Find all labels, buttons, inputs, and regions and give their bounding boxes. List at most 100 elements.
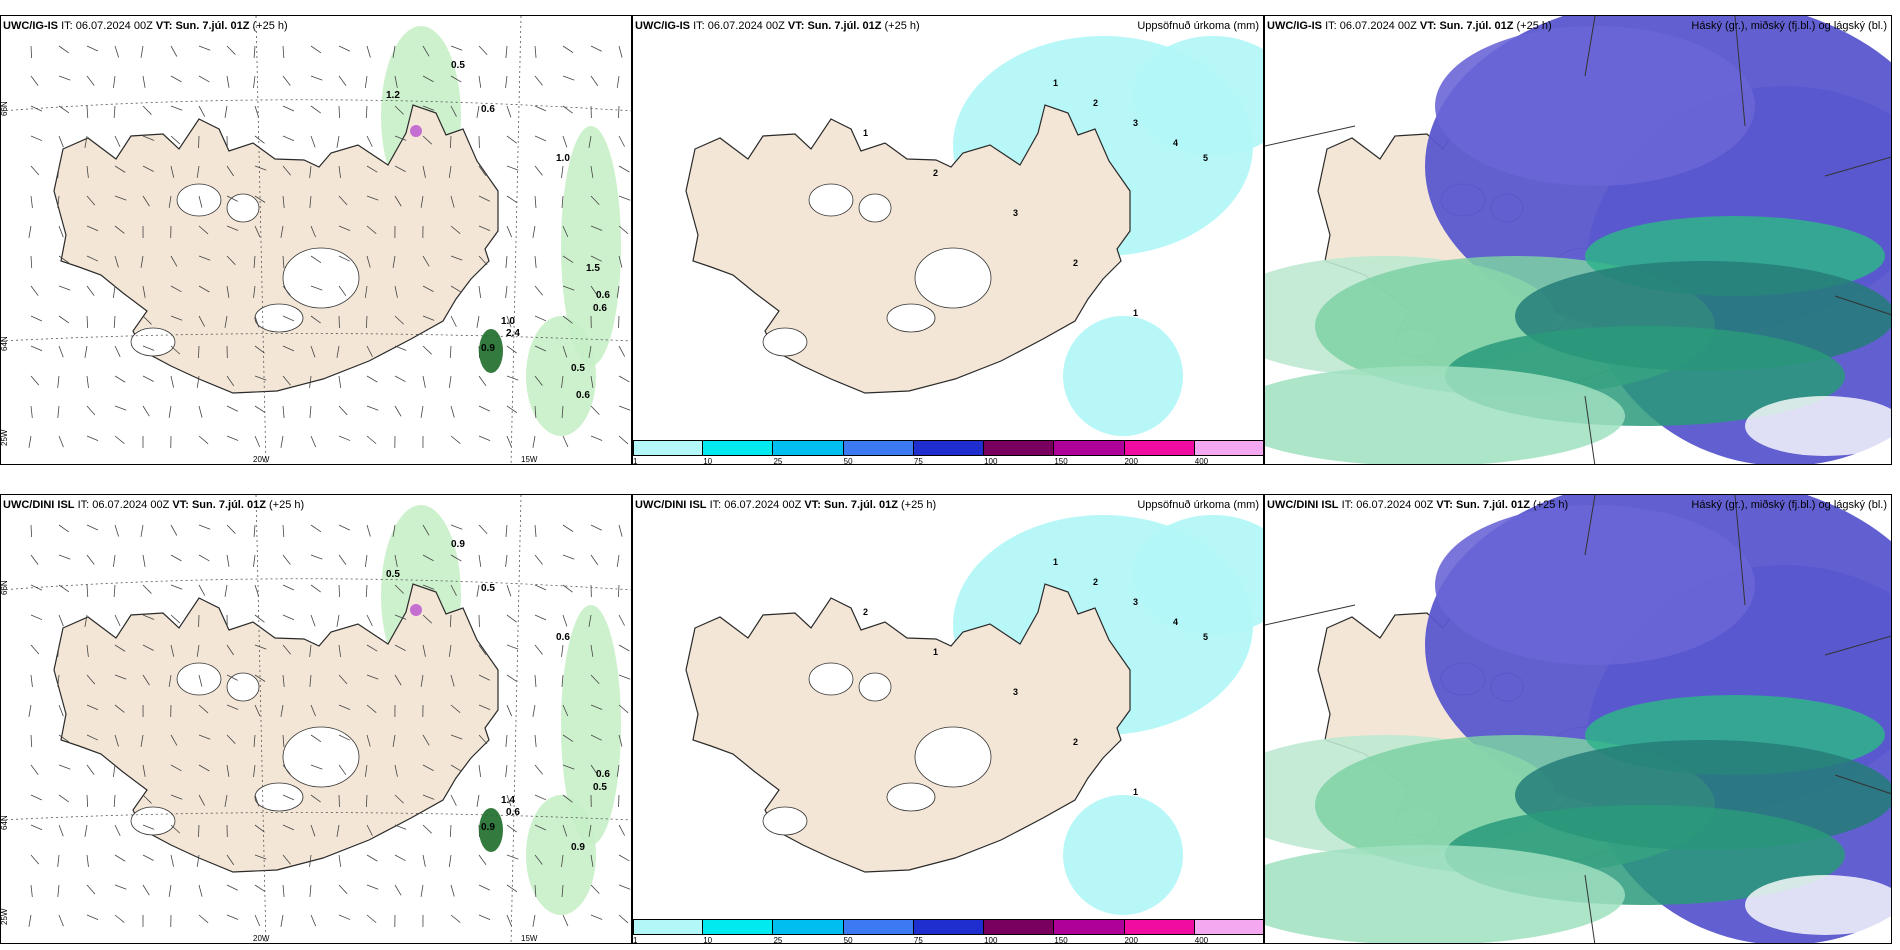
- precip-value-label: 0.6: [596, 769, 610, 780]
- wind-barb: [253, 554, 256, 567]
- color-scale-segment: [1054, 919, 1125, 935]
- wind-barb: [561, 375, 564, 388]
- wind-barb: [254, 315, 260, 328]
- wind-barb: [310, 285, 323, 291]
- wind-barb: [310, 75, 323, 81]
- wind-barb: [618, 195, 631, 201]
- wind-barb: [142, 614, 155, 620]
- wind-barb: [562, 764, 575, 770]
- wind-barb: [616, 764, 620, 777]
- low-cloud-area: [1265, 366, 1625, 464]
- wind-barb: [422, 135, 433, 145]
- wind-barb: [618, 824, 626, 836]
- wind-barb: [224, 315, 228, 328]
- panel-variable-title: Uppsöfnuð úrkoma (mm): [1137, 20, 1259, 32]
- wind-barb: [562, 75, 575, 81]
- wind-barb: [392, 524, 396, 537]
- wind-barb: [618, 225, 629, 235]
- wind-barb: [86, 225, 99, 232]
- wind-barb: [30, 345, 43, 352]
- wind-barb: [30, 644, 40, 655]
- wind-barb: [562, 584, 573, 593]
- wind-barb: [170, 45, 178, 57]
- wind-barb: [449, 824, 452, 838]
- map-panel-5: UWC/DINI ISL IT: 06.07.2024 00Z VT: Sun.…: [632, 494, 1264, 944]
- color-scale-segment: [633, 919, 704, 935]
- color-scale-segment: [703, 440, 774, 456]
- wind-barb: [506, 405, 518, 414]
- title-it: 06.07.2024 00Z: [707, 20, 785, 32]
- wind-barb: [336, 345, 340, 358]
- wind-barb: [30, 255, 33, 269]
- wind-barb: [282, 644, 292, 655]
- precip-amount-label: 2: [1093, 577, 1098, 587]
- wind-barb: [58, 285, 71, 291]
- wind-barb: [84, 614, 88, 627]
- title-lead: (+25 h): [1532, 499, 1569, 511]
- color-scale-segment: [984, 919, 1055, 935]
- wind-barb: [310, 614, 316, 627]
- wind-barb: [140, 255, 144, 268]
- wind-barb: [170, 854, 175, 867]
- wind-barb: [478, 884, 491, 891]
- wind-barb: [505, 764, 508, 777]
- wind-barb: [198, 105, 206, 117]
- wind-barb: [57, 884, 60, 897]
- wind-barb: [505, 285, 508, 298]
- color-scale-segment: [913, 440, 985, 456]
- wind-barb: [562, 524, 574, 532]
- wind-barb: [422, 345, 432, 355]
- wind-barb: [226, 524, 236, 534]
- wind-barb: [590, 764, 599, 776]
- wind-barb: [534, 644, 543, 655]
- wind-barb: [282, 584, 295, 591]
- wind-barb: [198, 195, 203, 208]
- wind-barb: [534, 764, 543, 775]
- wind-barb: [422, 75, 434, 83]
- wind-barb: [198, 405, 203, 418]
- low-cloud-area: [1265, 845, 1625, 943]
- wind-barb: [58, 734, 70, 743]
- color-scale-tick: 400: [1194, 457, 1209, 465]
- wind-barb: [561, 195, 564, 208]
- wind-barb: [366, 884, 379, 890]
- wind-barb: [196, 165, 200, 178]
- wind-barb: [280, 704, 284, 717]
- wind-barb: [534, 824, 547, 831]
- wind-barb: [618, 45, 623, 58]
- precip-value-label: 1.0: [556, 153, 570, 164]
- wind-barb: [113, 105, 116, 118]
- wind-barb: [534, 255, 537, 268]
- wind-barb: [114, 644, 126, 652]
- wind-barb: [450, 884, 455, 897]
- wind-barb: [113, 584, 116, 597]
- glacier-outline: [130, 327, 176, 357]
- wind-barb: [394, 644, 406, 651]
- wind-barb: [506, 614, 517, 623]
- wind-barb: [226, 764, 230, 777]
- wind-barb: [282, 375, 291, 386]
- wind-barb: [505, 45, 508, 58]
- wind-barb: [198, 45, 211, 51]
- wind-barb: [394, 345, 407, 351]
- wind-barb: [114, 914, 125, 923]
- wind-barb: [590, 375, 594, 388]
- title-vt-label: VT:: [1419, 20, 1437, 32]
- wind-barb: [336, 824, 340, 837]
- wind-barb: [534, 524, 537, 537]
- axis-label-corner: 25W: [1, 429, 9, 446]
- wind-barb: [86, 195, 96, 206]
- wind-barb: [140, 734, 144, 747]
- wind-barb: [422, 584, 435, 590]
- panel-title: UWC/DINI ISL IT: 06.07.2024 00Z VT: Sun.…: [635, 499, 936, 511]
- wind-barb: [561, 674, 564, 687]
- wind-barb: [310, 315, 321, 324]
- wind-barb: [448, 854, 452, 867]
- wind-barb: [338, 674, 348, 685]
- wind-barb: [534, 345, 547, 352]
- glacier-outline: [762, 327, 808, 357]
- wind-barb: [170, 554, 182, 562]
- wind-barb: [534, 584, 547, 591]
- wind-barb: [30, 315, 43, 322]
- color-scale-tick: 75: [913, 936, 923, 944]
